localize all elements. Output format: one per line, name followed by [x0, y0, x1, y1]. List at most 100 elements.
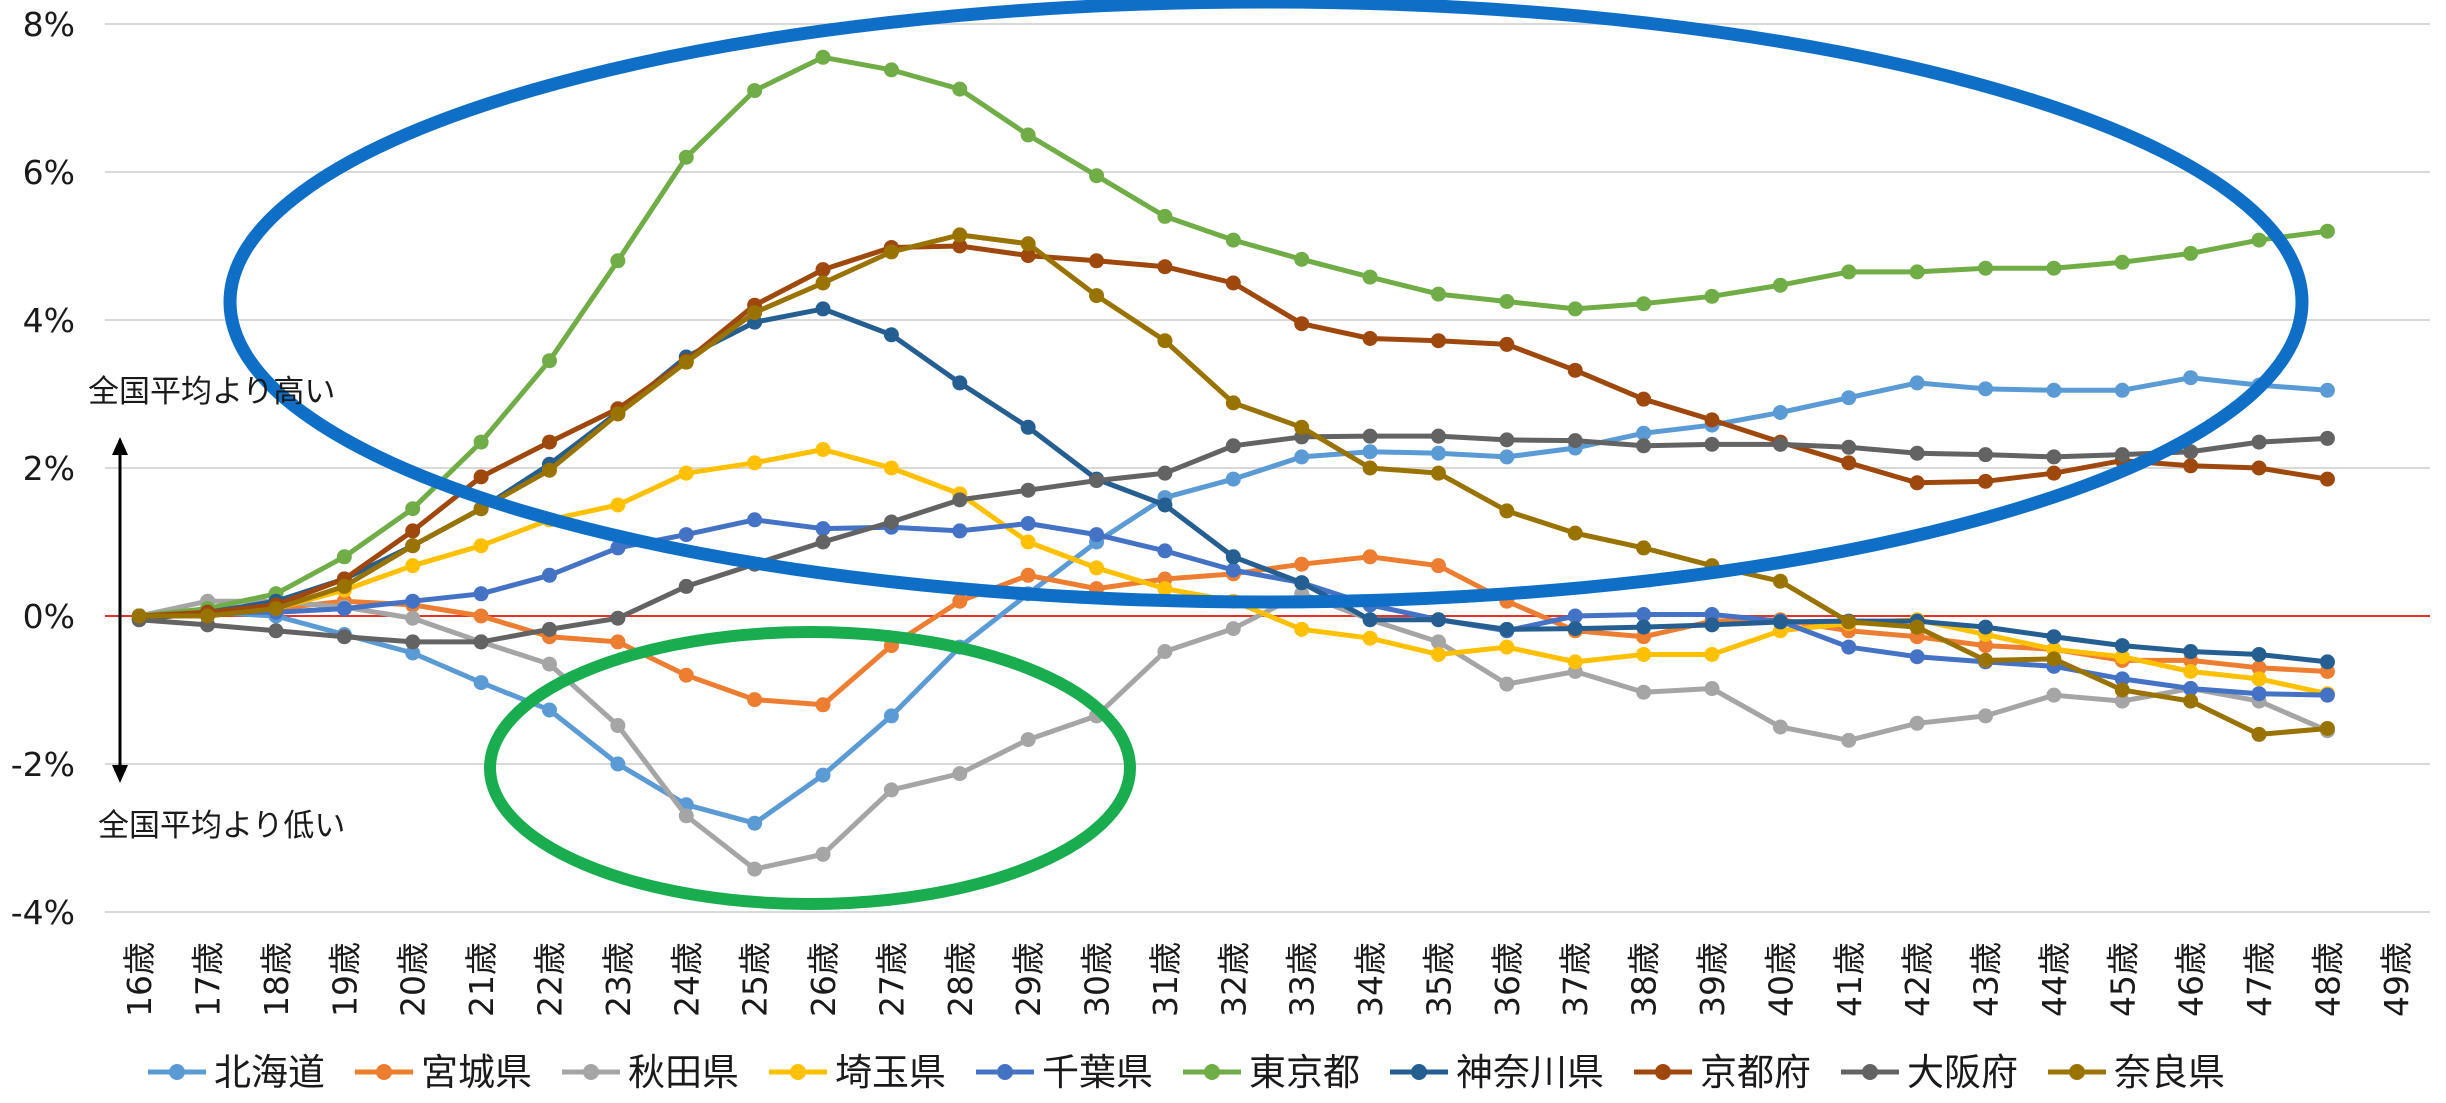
- data-point: [2319, 430, 2335, 446]
- data-point: [2183, 644, 2199, 660]
- data-point: [1704, 617, 1720, 633]
- data-point: [2251, 434, 2267, 450]
- legend-label: 京都府: [1700, 1051, 1811, 1094]
- data-point: [1499, 676, 1515, 692]
- x-tick-label: 33歳: [1283, 942, 1322, 1017]
- legend-label: 東京都: [1249, 1051, 1360, 1094]
- data-point: [541, 434, 557, 450]
- data-point: [1362, 269, 1378, 285]
- data-point: [1499, 336, 1515, 352]
- data-point: [541, 702, 557, 718]
- data-point: [473, 675, 489, 691]
- data-point: [405, 645, 421, 661]
- data-point: [815, 275, 831, 291]
- data-point: [2114, 254, 2130, 270]
- data-point: [1567, 608, 1583, 624]
- y-tick-label: 8%: [23, 5, 75, 44]
- data-point: [1294, 621, 1310, 637]
- data-point: [815, 442, 831, 457]
- legend-item: 大阪府: [1841, 1051, 2018, 1094]
- data-point: [1362, 331, 1378, 346]
- data-point: [1225, 275, 1241, 291]
- data-point: [2046, 449, 2062, 465]
- data-point: [2114, 638, 2130, 654]
- data-point: [1294, 575, 1310, 591]
- data-point: [1772, 573, 1788, 589]
- data-point: [336, 549, 352, 565]
- data-point: [952, 523, 968, 539]
- data-point: [1704, 436, 1720, 452]
- data-point: [2251, 686, 2267, 702]
- data-point: [268, 623, 284, 639]
- data-point: [1499, 503, 1515, 519]
- data-point: [952, 375, 968, 391]
- x-axis-tick-labels: 16歳 17歳 18歳 19歳 20歳 21歳 22歳 23歳 24歳 25歳 26歳 27歳 28歳 2…: [120, 942, 2416, 1017]
- data-point: [1772, 277, 1788, 293]
- y-tick-label: 0%: [23, 597, 75, 636]
- data-point: [815, 767, 831, 783]
- data-point: [2183, 245, 2199, 261]
- data-point: [1704, 412, 1720, 428]
- data-point: [952, 227, 968, 243]
- data-point: [1430, 428, 1446, 444]
- data-point: [2251, 232, 2267, 248]
- data-point: [1978, 708, 1994, 724]
- data-point: [1841, 614, 1857, 630]
- data-point: [1362, 460, 1378, 476]
- data-point: [1704, 681, 1720, 697]
- data-point: [1499, 294, 1515, 309]
- arrow-up-head: [112, 437, 128, 455]
- data-point: [952, 238, 968, 254]
- data-point: [1157, 581, 1173, 597]
- data-point: [1089, 527, 1105, 543]
- legend-label: 埼玉県: [835, 1051, 946, 1094]
- data-point: [1020, 419, 1036, 435]
- data-point: [678, 808, 694, 824]
- data-point: [473, 586, 489, 602]
- data-point: [541, 353, 557, 369]
- y-tick-label: 4%: [23, 301, 75, 340]
- data-point: [2114, 382, 2130, 398]
- x-tick-label: 39歳: [1693, 942, 1732, 1017]
- data-point: [815, 846, 831, 862]
- data-point: [610, 406, 626, 422]
- data-point: [2046, 260, 2062, 276]
- data-point: [2046, 465, 2062, 481]
- data-point: [610, 718, 626, 734]
- data-point: [815, 534, 831, 550]
- data-point: [610, 756, 626, 772]
- data-point: [1978, 652, 1994, 668]
- legend-swatch-marker: [169, 1064, 185, 1080]
- data-point: [1225, 549, 1241, 565]
- data-point: [405, 610, 421, 626]
- data-point: [1499, 621, 1515, 637]
- data-point: [1636, 607, 1652, 623]
- legend-swatch-marker: [1862, 1064, 1878, 1080]
- data-point: [1841, 390, 1857, 406]
- data-point: [1430, 445, 1446, 461]
- data-point: [815, 521, 831, 537]
- data-point: [336, 578, 352, 594]
- data-point: [1362, 549, 1378, 565]
- data-point: [1704, 646, 1720, 662]
- series-line: [138, 54, 2328, 619]
- x-tick-label: 35歳: [1419, 942, 1458, 1017]
- data-point: [678, 465, 694, 481]
- data-point: [473, 634, 489, 650]
- series-秋田県: [131, 586, 2335, 877]
- data-point: [473, 434, 489, 450]
- data-point: [2319, 382, 2335, 398]
- data-point: [2114, 682, 2130, 698]
- data-point: [336, 629, 352, 645]
- x-tick-label: 46歳: [2172, 942, 2211, 1017]
- data-point: [1157, 543, 1173, 559]
- series-lines: [131, 49, 2335, 877]
- data-point: [1636, 684, 1652, 700]
- legend-item: 神奈川県: [1390, 1051, 1604, 1094]
- x-tick-label: 40歳: [1761, 942, 1800, 1017]
- data-point: [1636, 391, 1652, 407]
- data-point: [2046, 629, 2062, 645]
- arrow-down-head: [112, 765, 128, 783]
- data-point: [1157, 465, 1173, 481]
- data-point: [2251, 726, 2267, 742]
